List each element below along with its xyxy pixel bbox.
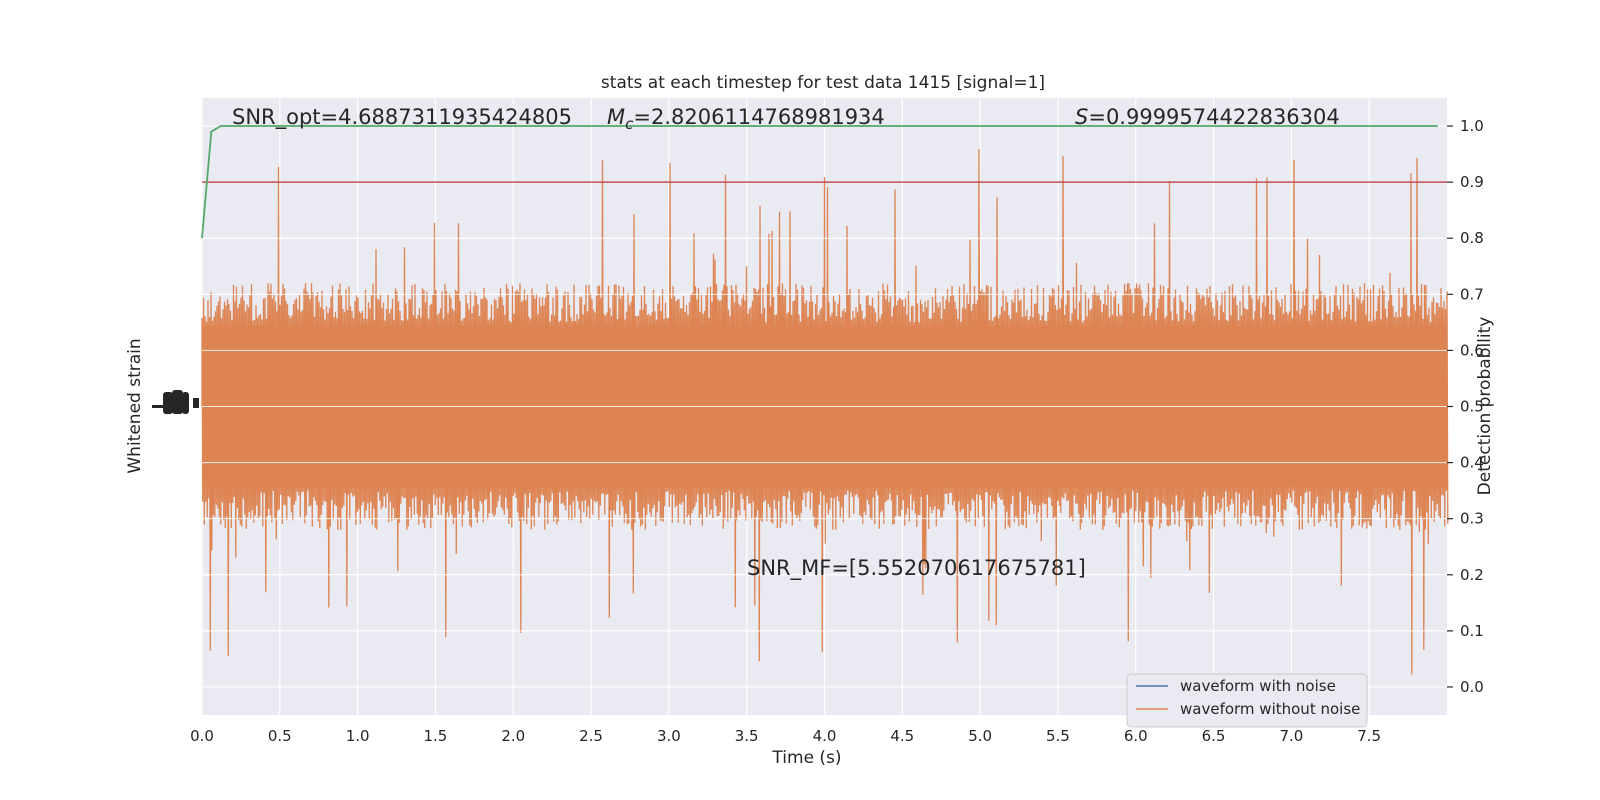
x-tick-label: 2.5 bbox=[579, 727, 603, 745]
x-tick-label: 1.5 bbox=[424, 727, 448, 745]
y-right-tick-label: 0.7 bbox=[1460, 285, 1484, 303]
strain-waveform-path bbox=[201, 149, 1449, 675]
y-right-tick-label: 0.5 bbox=[1460, 398, 1484, 416]
x-tick-label: 3.0 bbox=[657, 727, 681, 745]
x-tick-label: 4.0 bbox=[813, 727, 837, 745]
y-right-tick-label: 0.3 bbox=[1460, 510, 1484, 528]
y-right-tick-label: 0.9 bbox=[1460, 173, 1484, 191]
legend-label-without-noise: waveform without noise bbox=[1180, 700, 1360, 718]
x-tick-label: 7.5 bbox=[1357, 727, 1381, 745]
x-tick-label: 1.0 bbox=[346, 727, 370, 745]
y-right-tick-label: 0.1 bbox=[1460, 622, 1484, 640]
y-right-tick-label: 0.0 bbox=[1460, 678, 1484, 696]
probability-curve-path bbox=[201, 125, 1438, 239]
x-tick-label: 6.0 bbox=[1124, 727, 1148, 745]
y-left-tick-cluster bbox=[152, 390, 199, 414]
y-right-tick-label: 0.4 bbox=[1460, 454, 1484, 472]
legend-box bbox=[1126, 673, 1368, 728]
y-left-axis-label: Whitened strain bbox=[125, 338, 145, 473]
s-statistic-annotation: S=0.9999574422836304 bbox=[1075, 105, 1340, 129]
x-tick-label: 5.0 bbox=[968, 727, 992, 745]
x-tick-label: 3.5 bbox=[735, 727, 759, 745]
x-tick-label: 0.5 bbox=[268, 727, 292, 745]
x-tick-label: 6.5 bbox=[1202, 727, 1226, 745]
chirp-mass-annotation: Mc=2.8206114768981934 bbox=[607, 105, 885, 133]
x-tick-label: 0.0 bbox=[190, 727, 214, 745]
x-tick-label: 4.5 bbox=[890, 727, 914, 745]
x-tick-label: 7.0 bbox=[1279, 727, 1303, 745]
y-right-axis-label: Detection probability bbox=[1475, 317, 1495, 496]
y-right-ticks: 0.0 0.1 0.2 0.3 0.4 0.5 0.6 0.7 0.8 0.9 1.0 bbox=[1447, 117, 1484, 696]
strain-waveform bbox=[201, 125, 1449, 688]
y-right-tick-label: 0.8 bbox=[1460, 229, 1484, 247]
y-right-tick-label: 0.2 bbox=[1460, 566, 1484, 584]
y-right-tick-label: 1.0 bbox=[1460, 117, 1484, 135]
x-tick-label: 2.0 bbox=[501, 727, 525, 745]
legend: waveform with noise waveform without noi… bbox=[1126, 673, 1368, 728]
x-ticks: 0.0 0.5 1.0 1.5 2.0 2.5 3.0 3.5 4.0 4.5 5.0 5.5 6.0 6… bbox=[190, 727, 1381, 745]
x-tick-label: 5.5 bbox=[1046, 727, 1070, 745]
probability-curve bbox=[201, 125, 1438, 239]
y-right-tick-label: 0.6 bbox=[1460, 341, 1484, 359]
x-axis-label: Time (s) bbox=[771, 748, 841, 768]
snr-opt-annotation: SNR_opt=4.6887311935424805 bbox=[232, 105, 572, 130]
chart-title: stats at each timestep for test data 141… bbox=[601, 73, 1045, 93]
legend-label-with-noise: waveform with noise bbox=[1180, 677, 1336, 695]
snr-mf-annotation: SNR_MF=[5.552070617675781] bbox=[747, 556, 1086, 581]
